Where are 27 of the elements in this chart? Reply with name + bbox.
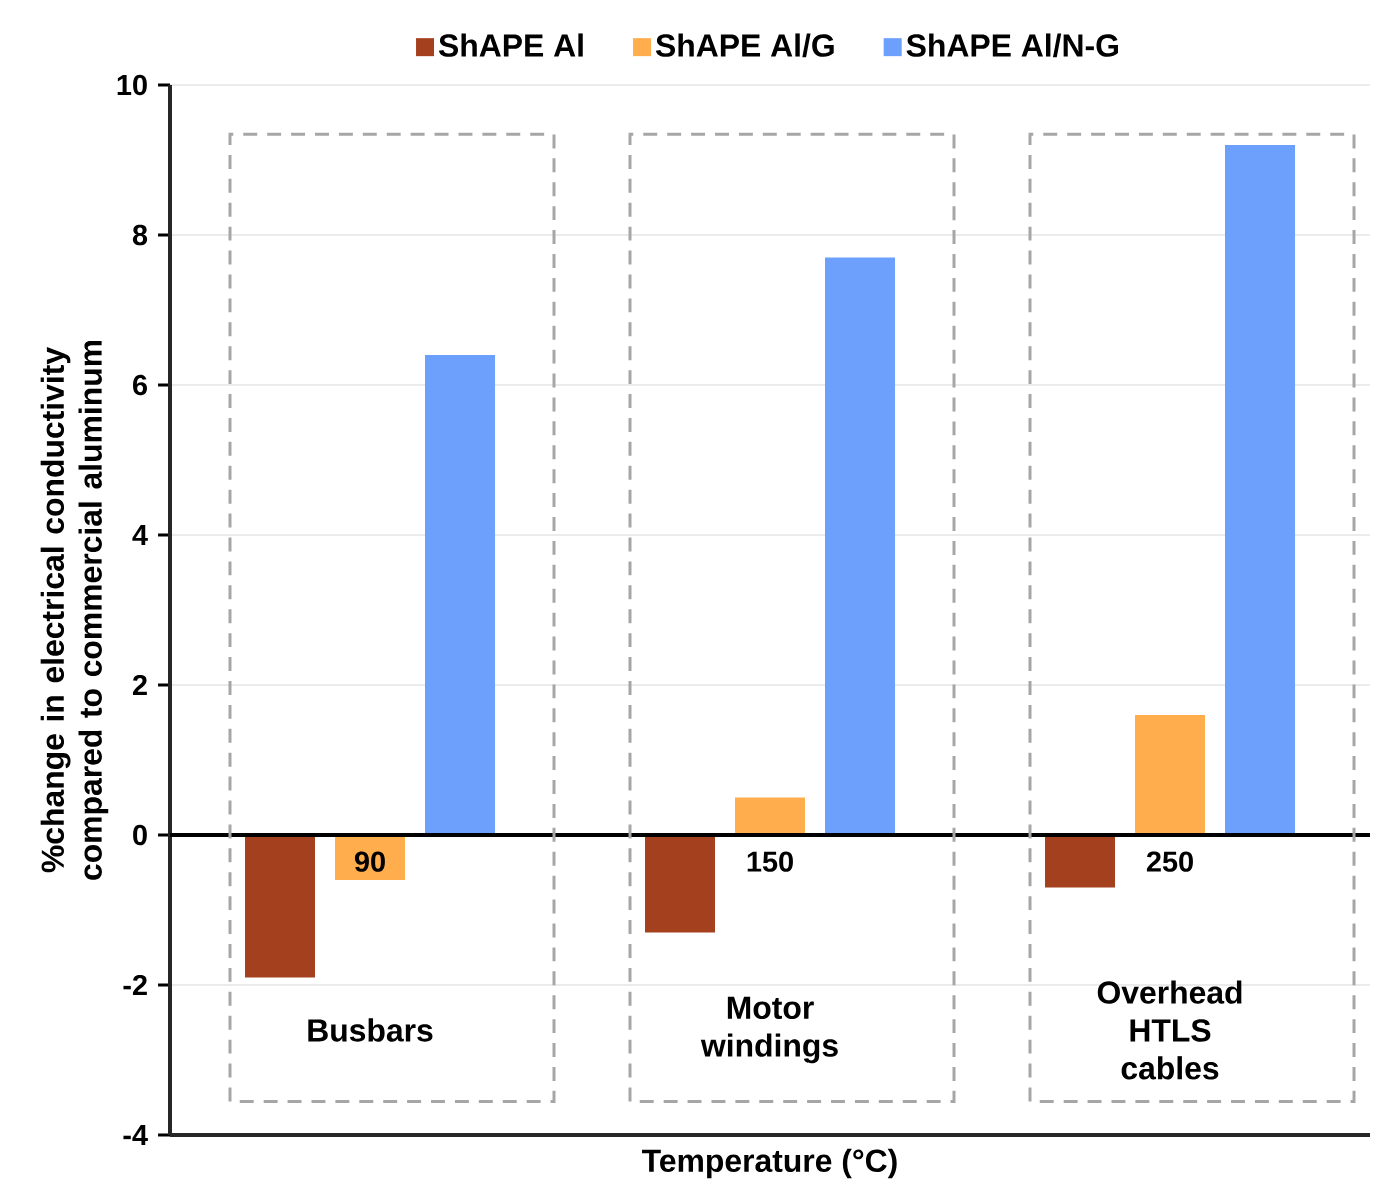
bar [425,354,496,835]
y-tick-label: 10 [117,74,147,96]
y-tick-label: 4 [132,525,148,545]
y-tick-label: -2 [123,974,147,996]
y-tick-label: 2 [132,674,147,696]
annotation: Busbars [308,1018,433,1042]
legend-label: ShAPE Al/G [655,33,834,58]
y-tick-label: 6 [133,374,147,396]
bar [1045,835,1116,888]
legend-label: ShAPE Al [438,33,583,57]
x-axis-title: Temperature (°C) [642,1148,897,1179]
y-axis-title: %change in electrical conductivity compared to commercial aluminum [40,340,109,880]
y-tick-label: 8 [132,224,148,246]
bar [1225,144,1296,835]
bar [245,835,315,978]
annotation: Motor windings [700,996,838,1064]
bar [825,257,896,835]
x-tick-label: 150 [747,851,793,872]
x-tick-label: 90 [354,851,385,872]
y-tick-label: 0 [133,824,147,846]
legend-label: ShAPE Al/N-G [906,33,1118,58]
bar [735,797,806,835]
bar [1135,714,1206,835]
x-tick-label: 250 [1146,851,1193,872]
annotation: Overhead HTLS cables [1097,980,1242,1080]
bar [645,835,716,933]
y-tick-label: -4 [123,1125,148,1145]
